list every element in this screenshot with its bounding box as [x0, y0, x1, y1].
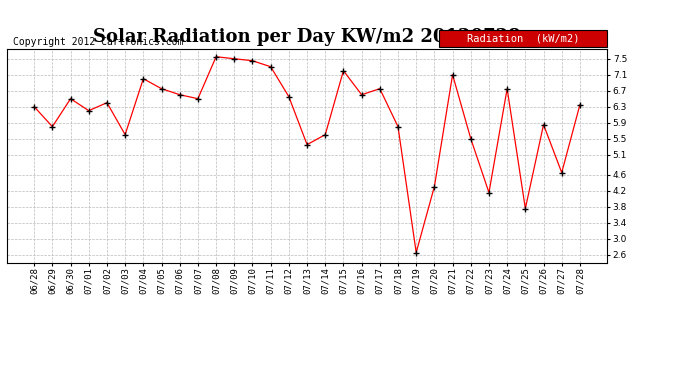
Title: Solar Radiation per Day KW/m2 20120728: Solar Radiation per Day KW/m2 20120728: [93, 28, 521, 46]
FancyBboxPatch shape: [439, 30, 607, 46]
Text: Copyright 2012 Cartronics.com: Copyright 2012 Cartronics.com: [13, 37, 184, 46]
Text: Radiation  (kW/m2): Radiation (kW/m2): [467, 33, 580, 43]
